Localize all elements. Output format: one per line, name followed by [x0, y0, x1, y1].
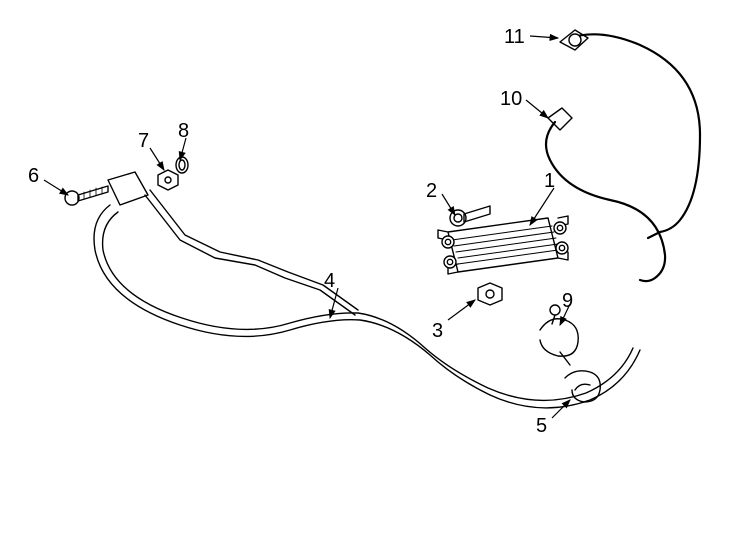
callout-number: 11 [504, 26, 525, 49]
callout-number: 9 [562, 290, 573, 313]
callout-10: 10 [500, 88, 522, 111]
callout-number: 3 [432, 320, 443, 343]
callout-5: 5 [536, 415, 547, 438]
callout-number: 7 [138, 130, 149, 153]
callout-number: 4 [324, 270, 335, 293]
callout-1: 1 [544, 170, 555, 193]
callout-number: 6 [28, 165, 39, 188]
callout-2: 2 [426, 180, 437, 203]
callout-number: 8 [178, 120, 189, 143]
callout-8: 8 [178, 120, 189, 143]
callout-number: 1 [544, 170, 555, 193]
callout-6: 6 [28, 165, 39, 188]
callout-number: 2 [426, 180, 437, 203]
callout-number: 10 [500, 88, 522, 111]
parts-diagram [0, 0, 734, 540]
callout-3: 3 [432, 320, 443, 343]
callout-9: 9 [562, 290, 573, 313]
callout-7: 7 [138, 130, 149, 153]
callout-11: 11 [504, 26, 525, 49]
callout-4: 4 [324, 270, 335, 293]
callout-number: 5 [536, 415, 547, 438]
